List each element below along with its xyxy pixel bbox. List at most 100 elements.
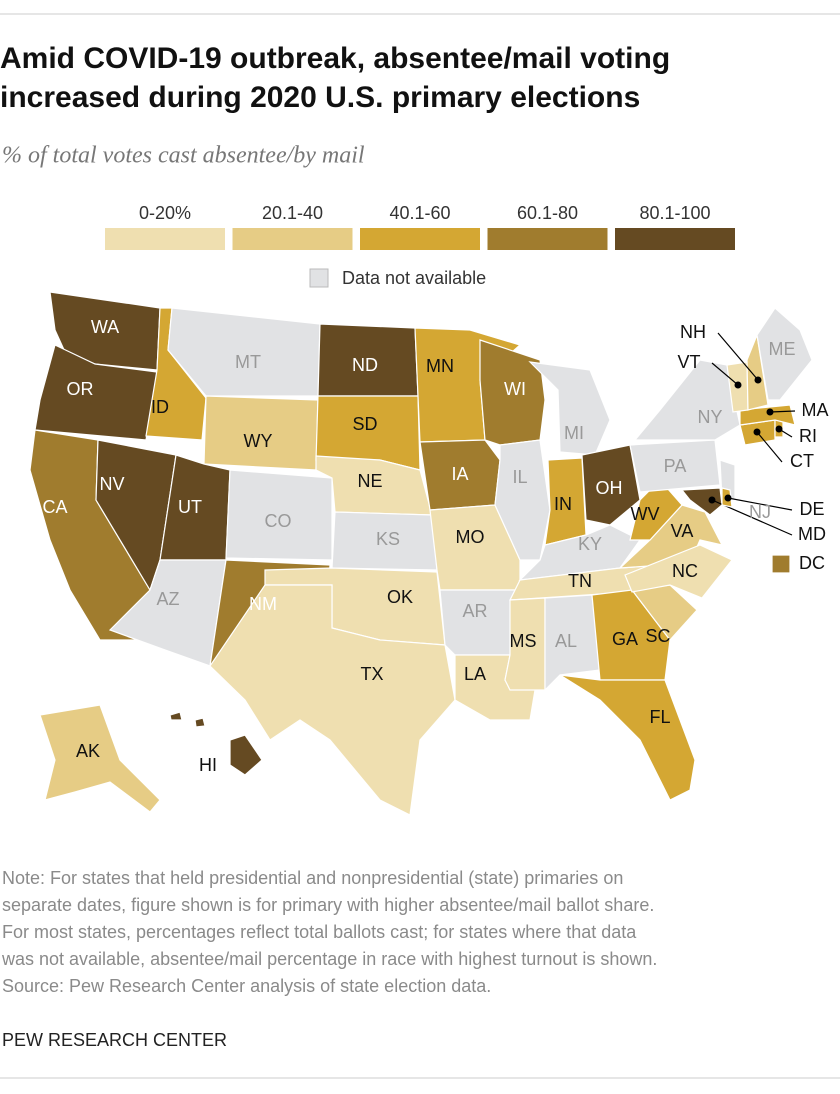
- legend-label: Data not available: [342, 268, 486, 288]
- state-shape: [209, 584, 456, 816]
- state-label: PA: [664, 456, 687, 476]
- state-label: WI: [504, 379, 526, 399]
- state-label: DC: [799, 553, 825, 573]
- legend-swatch: [615, 228, 735, 250]
- state-label: RI: [799, 426, 817, 446]
- leader-dot: [753, 428, 761, 436]
- state-shape: [439, 589, 516, 656]
- legend-swatch: [487, 228, 608, 250]
- legend-swatch: [232, 228, 353, 250]
- state-shape: [746, 332, 769, 411]
- state-shape: [591, 589, 671, 681]
- note-line: separate dates, figure shown is for prim…: [2, 895, 654, 915]
- state-label: NM: [249, 594, 277, 614]
- leader-line: [727, 497, 793, 511]
- title-line: Amid COVID-19 outbreak, absentee/mail vo…: [0, 42, 670, 75]
- legend-label: 40.1-60: [389, 203, 450, 223]
- state-label: KS: [376, 529, 400, 549]
- state-shape: [544, 594, 601, 692]
- state-label: MT: [235, 352, 261, 372]
- state-label: WY: [244, 431, 273, 451]
- leader-dot: [724, 494, 732, 502]
- note-line: Note: For states that held presidential …: [2, 868, 623, 888]
- state-label: GA: [612, 629, 638, 649]
- legend-label: 80.1-100: [639, 203, 710, 223]
- legend-swatch: [105, 228, 225, 250]
- state-label: SD: [352, 414, 377, 434]
- state-label: MO: [456, 527, 485, 547]
- map: WA OR CA NV ID MT WY UT CO AZ NM ND SD NE KS OK TX MN IA MO…: [29, 291, 829, 816]
- legend-swatch: [309, 268, 329, 288]
- leader-line: [717, 332, 759, 381]
- state-label: MI: [564, 423, 584, 443]
- state-label: NE: [357, 471, 382, 491]
- state-label: HI: [199, 755, 217, 775]
- state-label: CT: [790, 451, 814, 471]
- state-label: ME: [769, 339, 796, 359]
- state-label: MN: [426, 356, 454, 376]
- state-label: VT: [677, 352, 700, 372]
- state-label: TX: [360, 664, 383, 684]
- state-shape: [34, 344, 158, 441]
- state-label: NJ: [749, 502, 771, 522]
- legend-swatch: [360, 228, 480, 250]
- state-shape: [680, 487, 723, 516]
- title-line: increased during 2020 U.S. primary elect…: [0, 81, 640, 114]
- state-shape: [756, 307, 813, 401]
- leader-dot: [775, 425, 783, 433]
- state-label: OH: [596, 478, 623, 498]
- note-line: For most states, percentages reflect tot…: [2, 922, 637, 942]
- state-label: NY: [697, 407, 722, 427]
- note-line: was not available, absentee/mail percent…: [1, 949, 657, 969]
- state-shape: [633, 359, 741, 441]
- leader-line: [711, 362, 739, 386]
- state-label: VA: [671, 521, 694, 541]
- state-label: NV: [99, 474, 124, 494]
- leader-dot: [766, 408, 774, 416]
- legend: 0-20% 20.1-40 40.1-60 60.1-80 80.1-100 Data n…: [105, 203, 735, 288]
- state-shape: [167, 307, 321, 397]
- leader-line: [756, 431, 783, 463]
- state-label: LA: [464, 664, 486, 684]
- notes: Note: For states that held presidential …: [1, 868, 657, 996]
- leader-dot: [734, 381, 742, 389]
- state-label: IA: [451, 464, 468, 484]
- leader-dot: [708, 496, 716, 504]
- state-label: UT: [178, 497, 202, 517]
- state-shape: [739, 404, 796, 426]
- state-label: OR: [67, 379, 94, 399]
- state-label: WA: [91, 317, 119, 337]
- state-label: MD: [798, 524, 826, 544]
- legend-label: 60.1-80: [517, 203, 578, 223]
- state-shape: [194, 717, 206, 728]
- leader-line: [769, 410, 796, 413]
- state-shape: [169, 711, 183, 721]
- state-label: ND: [352, 355, 378, 375]
- state-label: SC: [645, 626, 670, 646]
- state-shape: [494, 439, 551, 561]
- state-label: AR: [462, 601, 487, 621]
- state-label: CA: [42, 497, 67, 517]
- note-line: Source: Pew Research Center analysis of …: [2, 976, 491, 996]
- state-label: MS: [510, 631, 537, 651]
- state-label: IN: [554, 494, 572, 514]
- state-label: MA: [802, 400, 829, 420]
- state-shape: [624, 544, 733, 599]
- state-label: NH: [680, 322, 706, 342]
- state-shape: [229, 734, 263, 776]
- state-shape: [559, 674, 696, 801]
- state-label: CO: [265, 511, 292, 531]
- leader-dot: [754, 376, 762, 384]
- state-shape: [771, 554, 791, 574]
- state-label: WV: [631, 504, 660, 524]
- state-label: DE: [799, 499, 824, 519]
- state-label: AK: [76, 741, 100, 761]
- state-label: NC: [672, 561, 698, 581]
- state-label: OK: [387, 587, 413, 607]
- state-shape: [629, 439, 721, 493]
- state-label: IL: [512, 467, 527, 487]
- state-label: KY: [578, 534, 602, 554]
- state-shape: [39, 704, 161, 813]
- state-label: ID: [151, 397, 169, 417]
